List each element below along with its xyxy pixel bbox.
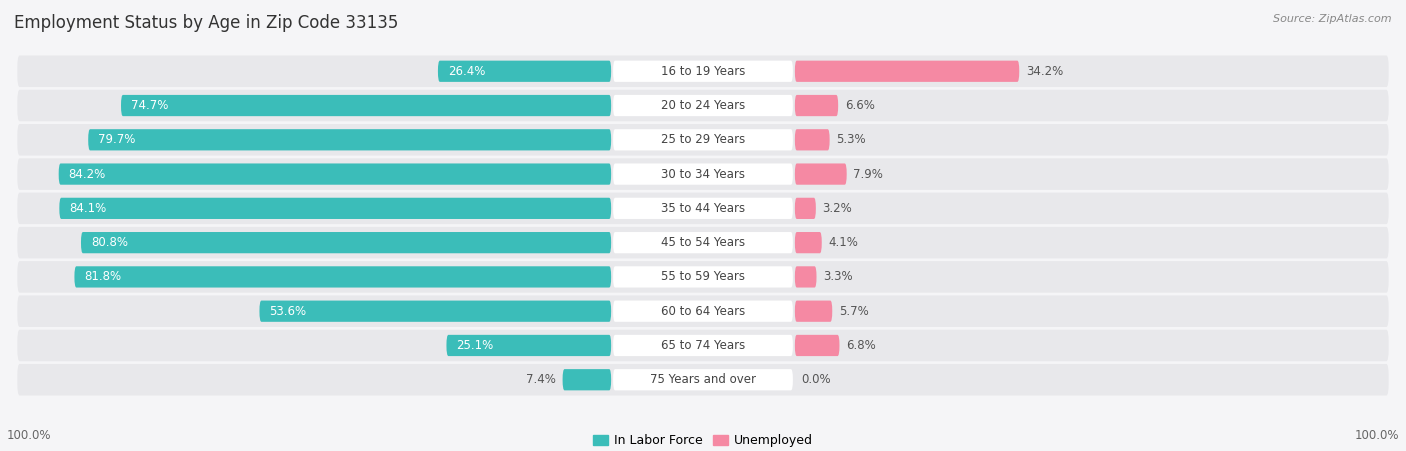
FancyBboxPatch shape: [121, 95, 612, 116]
FancyBboxPatch shape: [613, 300, 793, 322]
FancyBboxPatch shape: [17, 55, 1389, 87]
Text: 4.1%: 4.1%: [828, 236, 858, 249]
Text: 84.1%: 84.1%: [69, 202, 107, 215]
FancyBboxPatch shape: [17, 295, 1389, 327]
FancyBboxPatch shape: [613, 60, 793, 82]
Text: Source: ZipAtlas.com: Source: ZipAtlas.com: [1274, 14, 1392, 23]
FancyBboxPatch shape: [17, 227, 1389, 258]
FancyBboxPatch shape: [17, 364, 1389, 396]
FancyBboxPatch shape: [794, 300, 832, 322]
FancyBboxPatch shape: [794, 163, 846, 185]
FancyBboxPatch shape: [17, 90, 1389, 121]
FancyBboxPatch shape: [613, 335, 793, 356]
FancyBboxPatch shape: [17, 124, 1389, 156]
FancyBboxPatch shape: [562, 369, 612, 391]
Text: 34.2%: 34.2%: [1026, 65, 1063, 78]
FancyBboxPatch shape: [17, 330, 1389, 361]
FancyBboxPatch shape: [17, 158, 1389, 190]
Text: 6.8%: 6.8%: [846, 339, 876, 352]
FancyBboxPatch shape: [613, 232, 793, 253]
Text: 80.8%: 80.8%: [91, 236, 128, 249]
Text: 25 to 29 Years: 25 to 29 Years: [661, 133, 745, 146]
FancyBboxPatch shape: [260, 300, 612, 322]
FancyBboxPatch shape: [794, 232, 821, 253]
FancyBboxPatch shape: [437, 60, 612, 82]
Legend: In Labor Force, Unemployed: In Labor Force, Unemployed: [588, 429, 818, 451]
FancyBboxPatch shape: [794, 60, 1019, 82]
FancyBboxPatch shape: [794, 129, 830, 151]
FancyBboxPatch shape: [613, 266, 793, 288]
FancyBboxPatch shape: [613, 163, 793, 185]
Text: 100.0%: 100.0%: [1354, 429, 1399, 442]
FancyBboxPatch shape: [794, 335, 839, 356]
FancyBboxPatch shape: [613, 129, 793, 151]
Text: 81.8%: 81.8%: [84, 271, 121, 283]
FancyBboxPatch shape: [613, 198, 793, 219]
Text: 30 to 34 Years: 30 to 34 Years: [661, 168, 745, 180]
Text: 60 to 64 Years: 60 to 64 Years: [661, 305, 745, 318]
FancyBboxPatch shape: [613, 369, 793, 391]
Text: 5.7%: 5.7%: [839, 305, 869, 318]
Text: 16 to 19 Years: 16 to 19 Years: [661, 65, 745, 78]
Text: 3.2%: 3.2%: [823, 202, 852, 215]
FancyBboxPatch shape: [447, 335, 612, 356]
Text: 25.1%: 25.1%: [457, 339, 494, 352]
Text: 65 to 74 Years: 65 to 74 Years: [661, 339, 745, 352]
Text: 6.6%: 6.6%: [845, 99, 875, 112]
Text: 45 to 54 Years: 45 to 54 Years: [661, 236, 745, 249]
Text: 53.6%: 53.6%: [270, 305, 307, 318]
Text: 7.9%: 7.9%: [853, 168, 883, 180]
Text: 79.7%: 79.7%: [98, 133, 135, 146]
Text: 55 to 59 Years: 55 to 59 Years: [661, 271, 745, 283]
Text: 20 to 24 Years: 20 to 24 Years: [661, 99, 745, 112]
Text: 100.0%: 100.0%: [7, 429, 52, 442]
Text: 26.4%: 26.4%: [447, 65, 485, 78]
FancyBboxPatch shape: [794, 266, 817, 288]
FancyBboxPatch shape: [17, 193, 1389, 224]
Text: 74.7%: 74.7%: [131, 99, 169, 112]
Text: Employment Status by Age in Zip Code 33135: Employment Status by Age in Zip Code 331…: [14, 14, 398, 32]
Text: 75 Years and over: 75 Years and over: [650, 373, 756, 386]
Text: 84.2%: 84.2%: [69, 168, 105, 180]
FancyBboxPatch shape: [794, 198, 815, 219]
FancyBboxPatch shape: [794, 95, 838, 116]
Text: 7.4%: 7.4%: [526, 373, 555, 386]
FancyBboxPatch shape: [17, 261, 1389, 293]
Text: 3.3%: 3.3%: [823, 271, 852, 283]
Text: 0.0%: 0.0%: [801, 373, 831, 386]
FancyBboxPatch shape: [82, 232, 612, 253]
Text: 35 to 44 Years: 35 to 44 Years: [661, 202, 745, 215]
FancyBboxPatch shape: [89, 129, 612, 151]
Text: 5.3%: 5.3%: [837, 133, 866, 146]
FancyBboxPatch shape: [59, 198, 612, 219]
FancyBboxPatch shape: [613, 95, 793, 116]
FancyBboxPatch shape: [75, 266, 612, 288]
FancyBboxPatch shape: [59, 163, 612, 185]
